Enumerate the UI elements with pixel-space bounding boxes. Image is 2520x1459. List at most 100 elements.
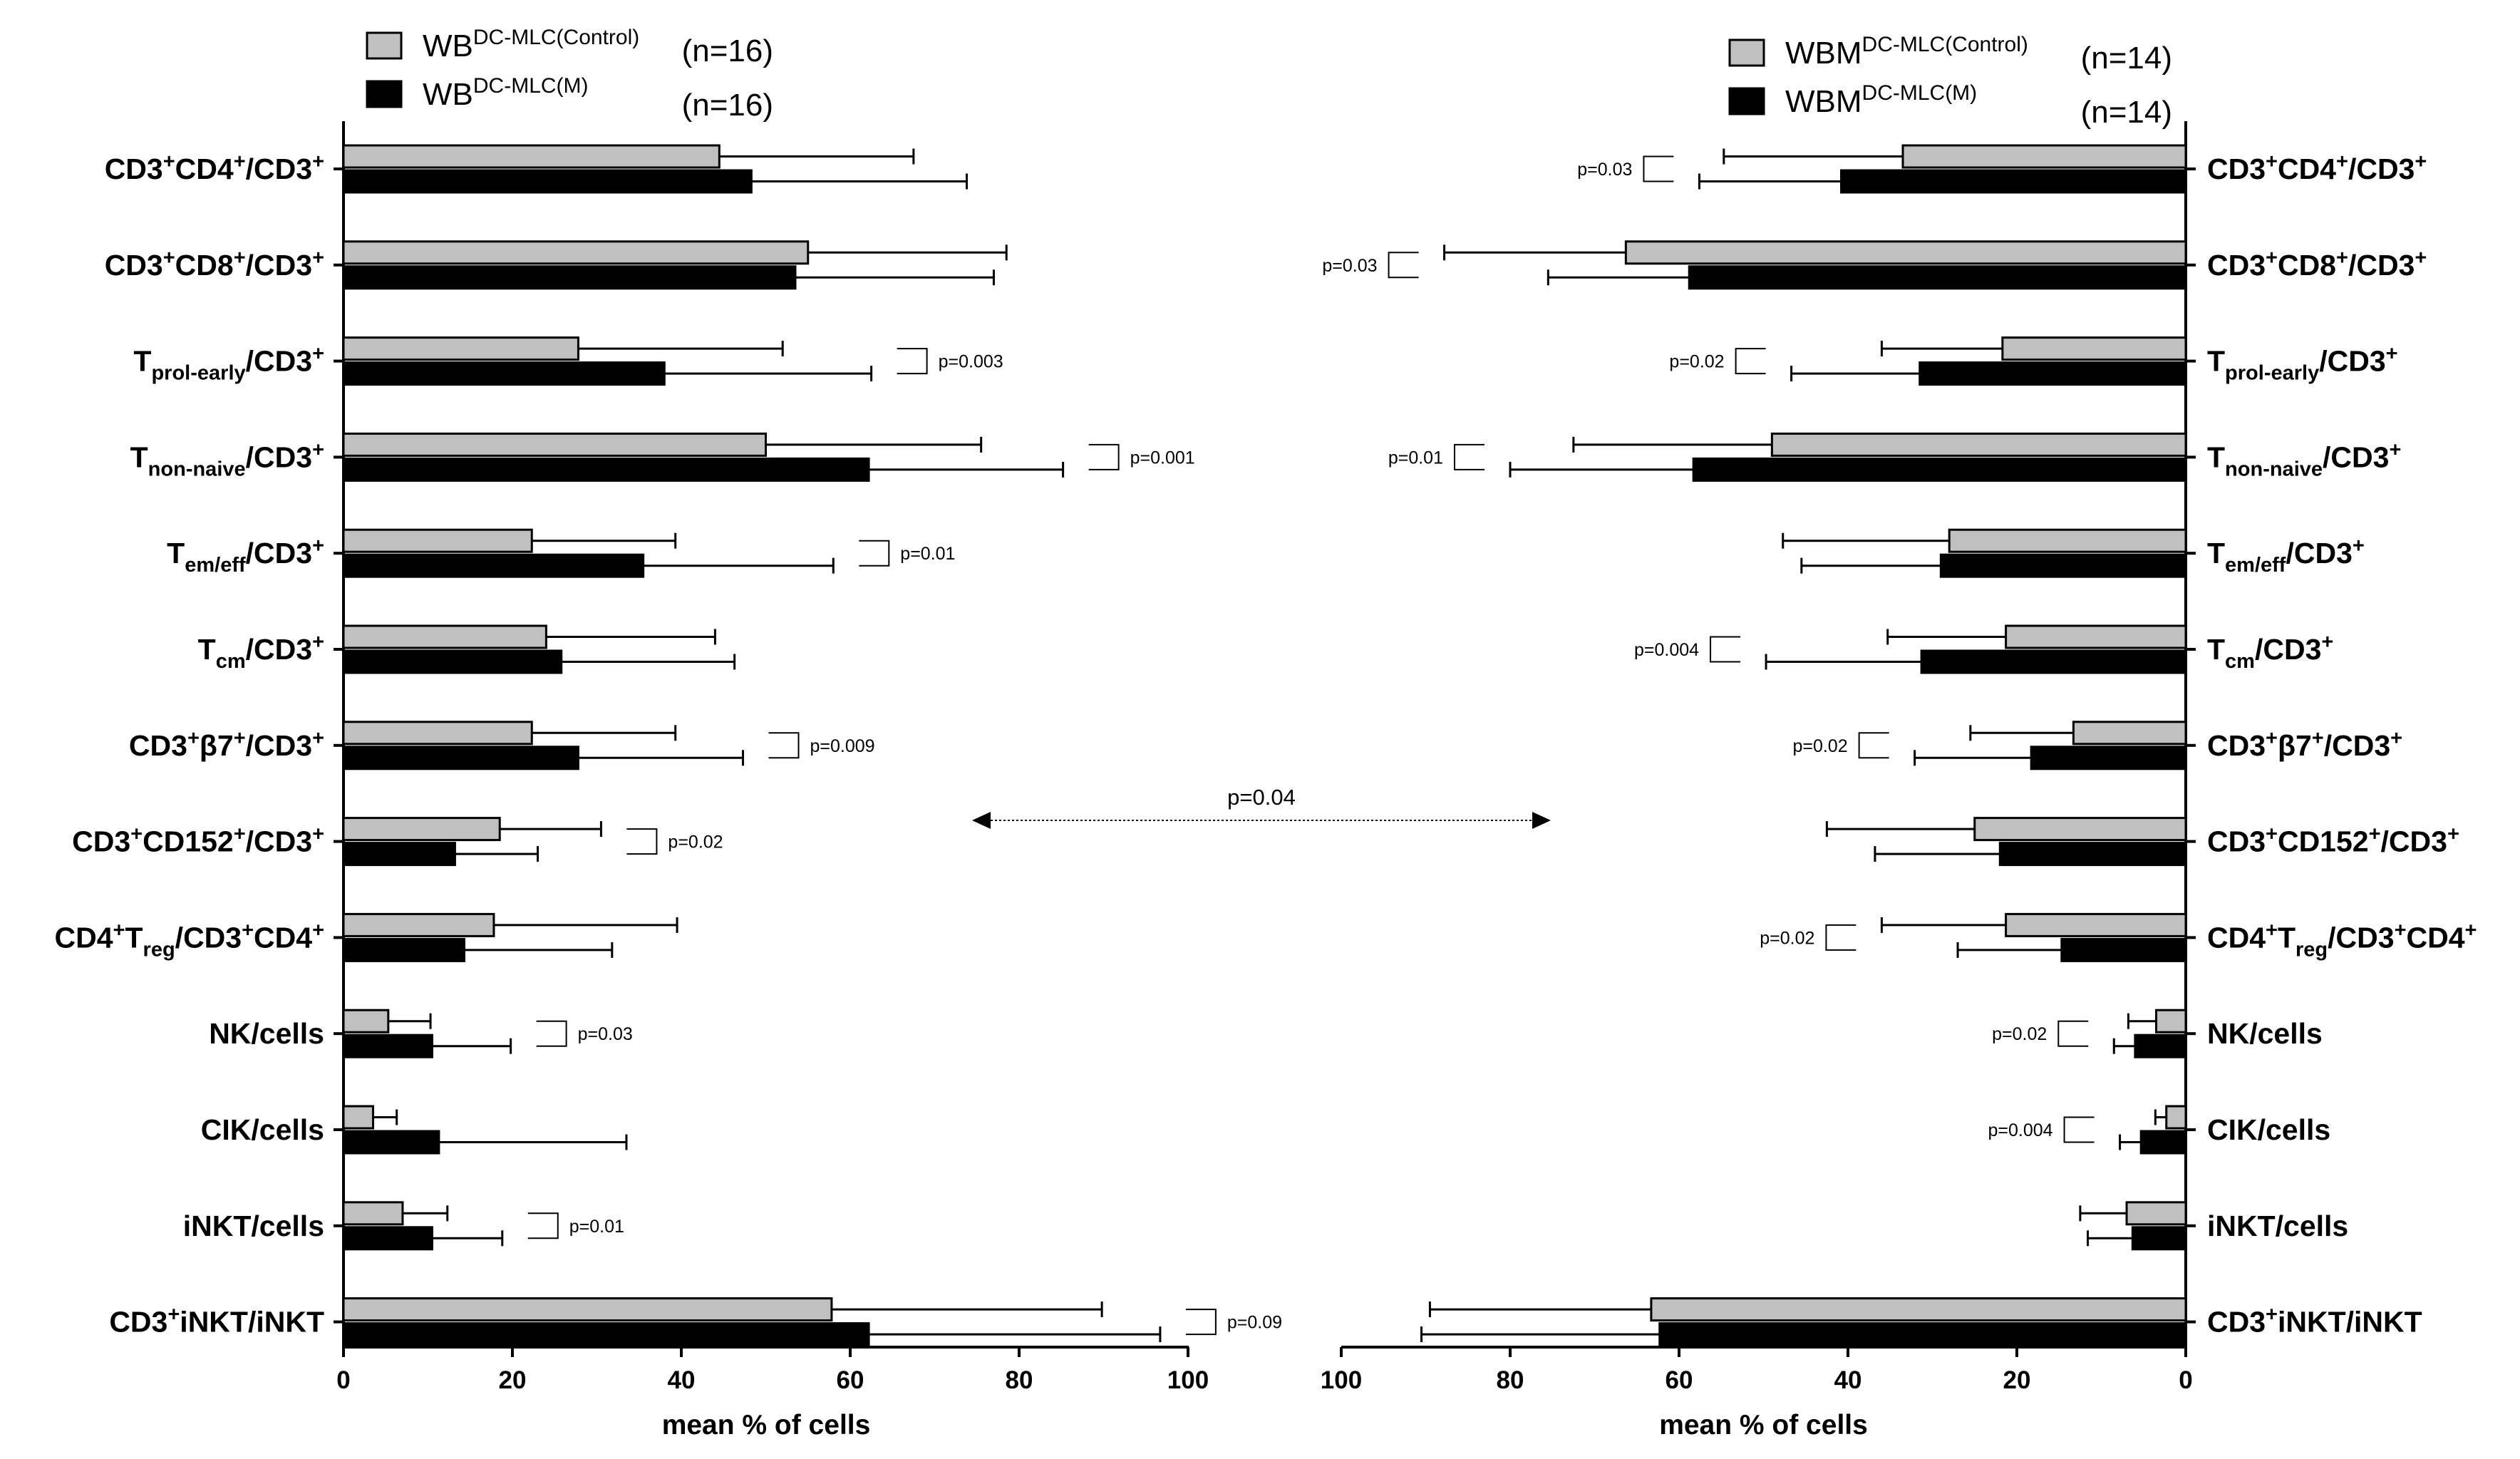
category-label-sub: prol-early — [151, 362, 245, 385]
category-label-sup3: + — [2395, 919, 2407, 942]
category-label-base: CD152 — [143, 825, 234, 858]
category-label: CD3+CD8+/CD3+ — [105, 247, 324, 282]
significance-bracket — [536, 1020, 567, 1047]
category-label: iNKT/cells — [2207, 1210, 2348, 1242]
category-label-pre: CD3 — [105, 249, 163, 282]
category-label-sup: + — [2266, 823, 2278, 846]
category-label-sub: em/eff — [2225, 554, 2286, 577]
category-label: Tem/eff/CD3+ — [2207, 535, 2365, 577]
bar-control — [342, 1297, 833, 1322]
bar-m — [342, 1130, 440, 1155]
category-label-sup2: + — [234, 247, 246, 269]
category-label-pre: NK/cells — [209, 1017, 324, 1050]
legend-label-name: WB — [423, 29, 473, 63]
category-label-sup3: + — [312, 343, 324, 366]
bar-m — [1919, 361, 2187, 386]
legend-label: WBDC-MLC(Control) — [423, 26, 639, 63]
bar-m — [1998, 842, 2187, 867]
category-label-post: /CD3 — [246, 440, 312, 473]
category-label-sup3: + — [312, 150, 324, 173]
bar-m — [342, 937, 465, 962]
bar-control — [342, 624, 547, 649]
category-label-sub: non-naive — [2225, 458, 2323, 480]
p-value-label: p=0.02 — [1992, 1024, 2047, 1044]
category-label: NK/cells — [2207, 1017, 2323, 1050]
category-label: CD3+CD8+/CD3+ — [2207, 247, 2427, 282]
p-value-label: p=0.02 — [1760, 928, 1814, 948]
bar-control — [1901, 144, 2187, 169]
category-label-sup3: + — [2390, 727, 2402, 750]
significance-bracket — [2057, 1020, 2089, 1047]
category-label-sup4: + — [312, 919, 324, 942]
category-label-base: CD4 — [2278, 153, 2336, 185]
category-label-post: /CD3 — [246, 345, 312, 378]
bar-control — [2001, 336, 2187, 361]
bar-m — [342, 265, 797, 290]
p-value-label: p=0.09 — [1227, 1313, 1282, 1333]
category-label-sup3: + — [312, 247, 324, 269]
x-tick-label: 0 — [336, 1366, 350, 1394]
category-label-sub: prol-early — [2225, 362, 2319, 385]
category-label-sup2: + — [2336, 247, 2348, 269]
bar-m — [342, 1226, 433, 1251]
category-label-sup: + — [2266, 247, 2278, 269]
significance-bracket — [2063, 1116, 2095, 1143]
category-label-pre: CD3 — [2207, 249, 2266, 282]
category-label-pre: T — [130, 440, 148, 473]
bar-control — [342, 912, 495, 937]
category-label-sup: + — [2266, 1304, 2278, 1326]
category-label-post: /CD3 — [2328, 921, 2394, 954]
category-label-sup2: + — [2336, 150, 2348, 173]
legend-swatch — [366, 80, 403, 108]
category-label-sup2: + — [234, 150, 246, 173]
bar-control — [342, 1009, 390, 1033]
legend-swatch — [1728, 38, 1765, 67]
legend-n: (n=16) — [682, 33, 773, 68]
category-label: Tnon-naive/CD3+ — [2207, 438, 2401, 480]
category-label-post: /CD3 — [2324, 729, 2390, 762]
bar-m — [2134, 1033, 2187, 1058]
category-label-pre: iNKT/cells — [183, 1210, 324, 1242]
significance-bracket — [626, 828, 658, 855]
bar-m — [1939, 553, 2187, 578]
category-label: Tnon-naive/CD3+ — [130, 438, 324, 480]
legend-n: (n=14) — [2081, 41, 2172, 76]
category-label-pre: T — [198, 633, 216, 666]
bar-control — [342, 336, 579, 361]
category-label-sub: em/eff — [185, 554, 246, 577]
bar-control — [342, 1201, 404, 1226]
p-value-label: p=0.01 — [900, 544, 955, 564]
category-label-sup4: + — [2465, 919, 2477, 942]
category-label-post: /CD3 — [2381, 825, 2447, 858]
significance-bracket — [1388, 252, 1419, 279]
x-tick-label: 20 — [2003, 1366, 2031, 1394]
legend-n: (n=14) — [2081, 95, 2172, 130]
bar-m — [2139, 1130, 2187, 1155]
bar-m — [2060, 937, 2187, 962]
comparison-arrowhead-left — [972, 812, 991, 829]
legend-label-sup: DC-MLC(Control) — [473, 26, 639, 49]
bar-m — [342, 361, 666, 386]
bar-control — [1770, 432, 2187, 457]
legend-label-sup: DC-MLC(M) — [1862, 81, 1978, 105]
category-label-pre: T — [2207, 633, 2225, 666]
x-tick-label: 60 — [837, 1366, 864, 1394]
bar-control — [1973, 817, 2187, 842]
bar-control — [342, 432, 767, 457]
category-label-sup: + — [2266, 150, 2278, 173]
category-label-sup: + — [2266, 727, 2278, 750]
bar-control — [342, 817, 501, 842]
category-label-sup3: + — [2386, 343, 2398, 366]
significance-bracket — [1088, 443, 1120, 470]
bar-control — [1650, 1297, 2187, 1322]
category-label-pre: CD3 — [2207, 825, 2266, 858]
x-axis-label: mean % of cells — [1659, 1410, 1868, 1440]
category-label: Tprol-early/CD3+ — [133, 343, 324, 385]
category-label-tail: CD4 — [2407, 921, 2465, 954]
x-axis-label: mean % of cells — [662, 1410, 871, 1440]
bar-m — [1692, 457, 2187, 482]
bar-control — [342, 721, 533, 746]
category-label-base: T — [2278, 921, 2296, 954]
category-label-tail: CD4 — [254, 921, 312, 954]
significance-bracket — [859, 540, 890, 567]
